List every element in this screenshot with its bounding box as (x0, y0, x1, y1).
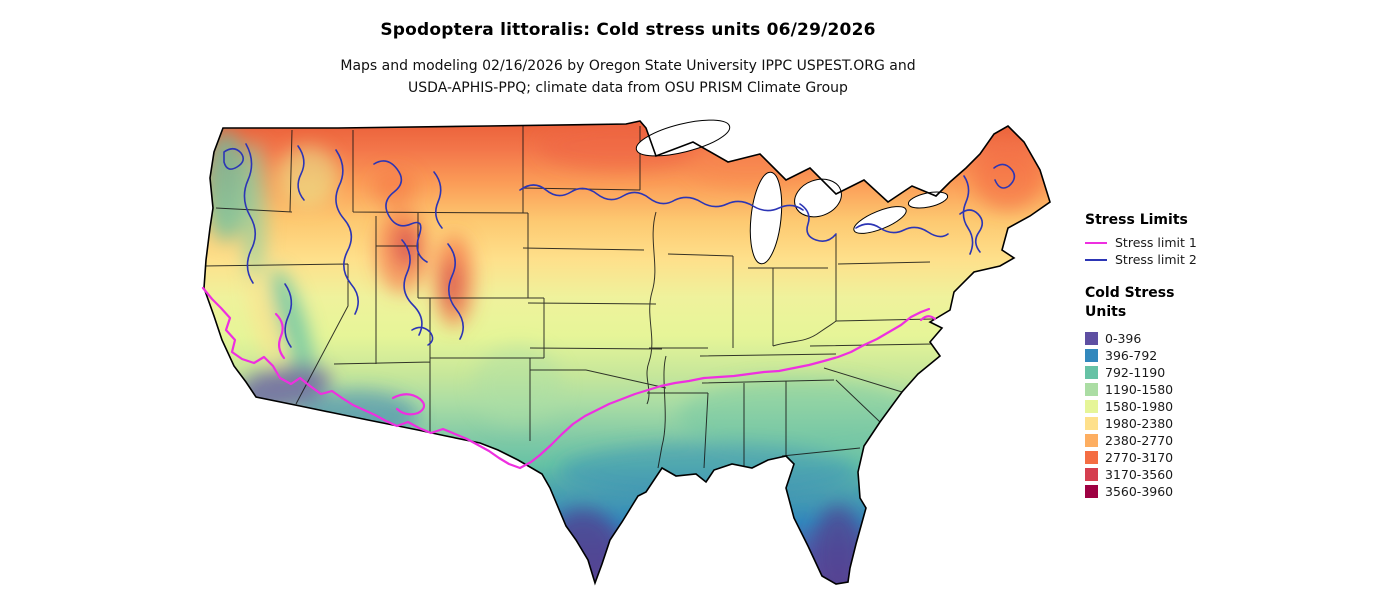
stress-limit-2-label: Stress limit 2 (1115, 252, 1197, 267)
legend-item-label: 792-1190 (1105, 365, 1166, 380)
legend-panel: Stress Limits Stress limit 1 Stress limi… (1085, 212, 1385, 500)
cold-stress-units-title: Cold Stress Units (1085, 285, 1175, 320)
color-swatch (1085, 332, 1098, 345)
color-swatch (1085, 417, 1098, 430)
legend-item: 1580-1980 (1085, 398, 1385, 415)
legend-item-label: 2380-2770 (1105, 433, 1174, 448)
legend-item: 2770-3170 (1085, 449, 1385, 466)
legend-item: 396-792 (1085, 347, 1385, 364)
legend-item-label: 1580-1980 (1105, 399, 1174, 414)
legend-item: 3170-3560 (1085, 466, 1385, 483)
color-swatch (1085, 451, 1098, 464)
legend-item-label: 396-792 (1105, 348, 1158, 363)
legend-item-stress-limit-2: Stress limit 2 (1085, 251, 1385, 268)
color-swatch (1085, 434, 1098, 447)
us-map-svg (201, 119, 1051, 586)
color-swatch (1085, 383, 1098, 396)
color-swatch (1085, 366, 1098, 379)
legend-item: 1190-1580 (1085, 381, 1385, 398)
stress-limit-2-contour (223, 143, 1016, 348)
legend-item: 0-396 (1085, 330, 1385, 347)
page-title: Spodoptera littoralis: Cold stress units… (380, 20, 876, 40)
legend-item: 1980-2380 (1085, 415, 1385, 432)
cold-stress-legend-rows: 0-396 396-792 792-1190 1190-1580 1580-19… (1085, 330, 1385, 500)
color-swatch (1085, 349, 1098, 362)
legend-item-label: 3170-3560 (1105, 467, 1174, 482)
page-subtitle: Maps and modeling 02/16/2026 by Oregon S… (0, 55, 1256, 99)
legend-item-label: 3560-3960 (1105, 484, 1174, 499)
legend-item-stress-limit-1: Stress limit 1 (1085, 234, 1385, 251)
stress-limit-2-line-swatch (1085, 258, 1107, 261)
us-cold-stress-map (188, 116, 1068, 594)
legend-item-label: 0-396 (1105, 331, 1142, 346)
legend-item-label: 2770-3170 (1105, 450, 1174, 465)
color-swatch (1085, 468, 1098, 481)
color-swatch (1085, 400, 1098, 413)
us-outline (203, 120, 1051, 586)
legend-item-label: 1980-2380 (1105, 416, 1174, 431)
subtitle-line-2: USDA-APHIS-PPQ; climate data from OSU PR… (408, 80, 848, 96)
stress-limits-title: Stress Limits (1085, 212, 1188, 228)
state-borders (204, 126, 934, 469)
subtitle-line-1: Maps and modeling 02/16/2026 by Oregon S… (340, 58, 916, 74)
legend-item: 2380-2770 (1085, 432, 1385, 449)
cold-stress-raster (204, 121, 1050, 584)
great-lakes (635, 119, 949, 265)
legend-item: 792-1190 (1085, 364, 1385, 381)
color-swatch (1085, 485, 1098, 498)
stress-limit-1-line-swatch (1085, 241, 1107, 244)
stress-limit-1-label: Stress limit 1 (1115, 235, 1197, 250)
legend-item: 3560-3960 (1085, 483, 1385, 500)
legend-item-label: 1190-1580 (1105, 382, 1174, 397)
stress-limit-1-contour (201, 286, 937, 470)
